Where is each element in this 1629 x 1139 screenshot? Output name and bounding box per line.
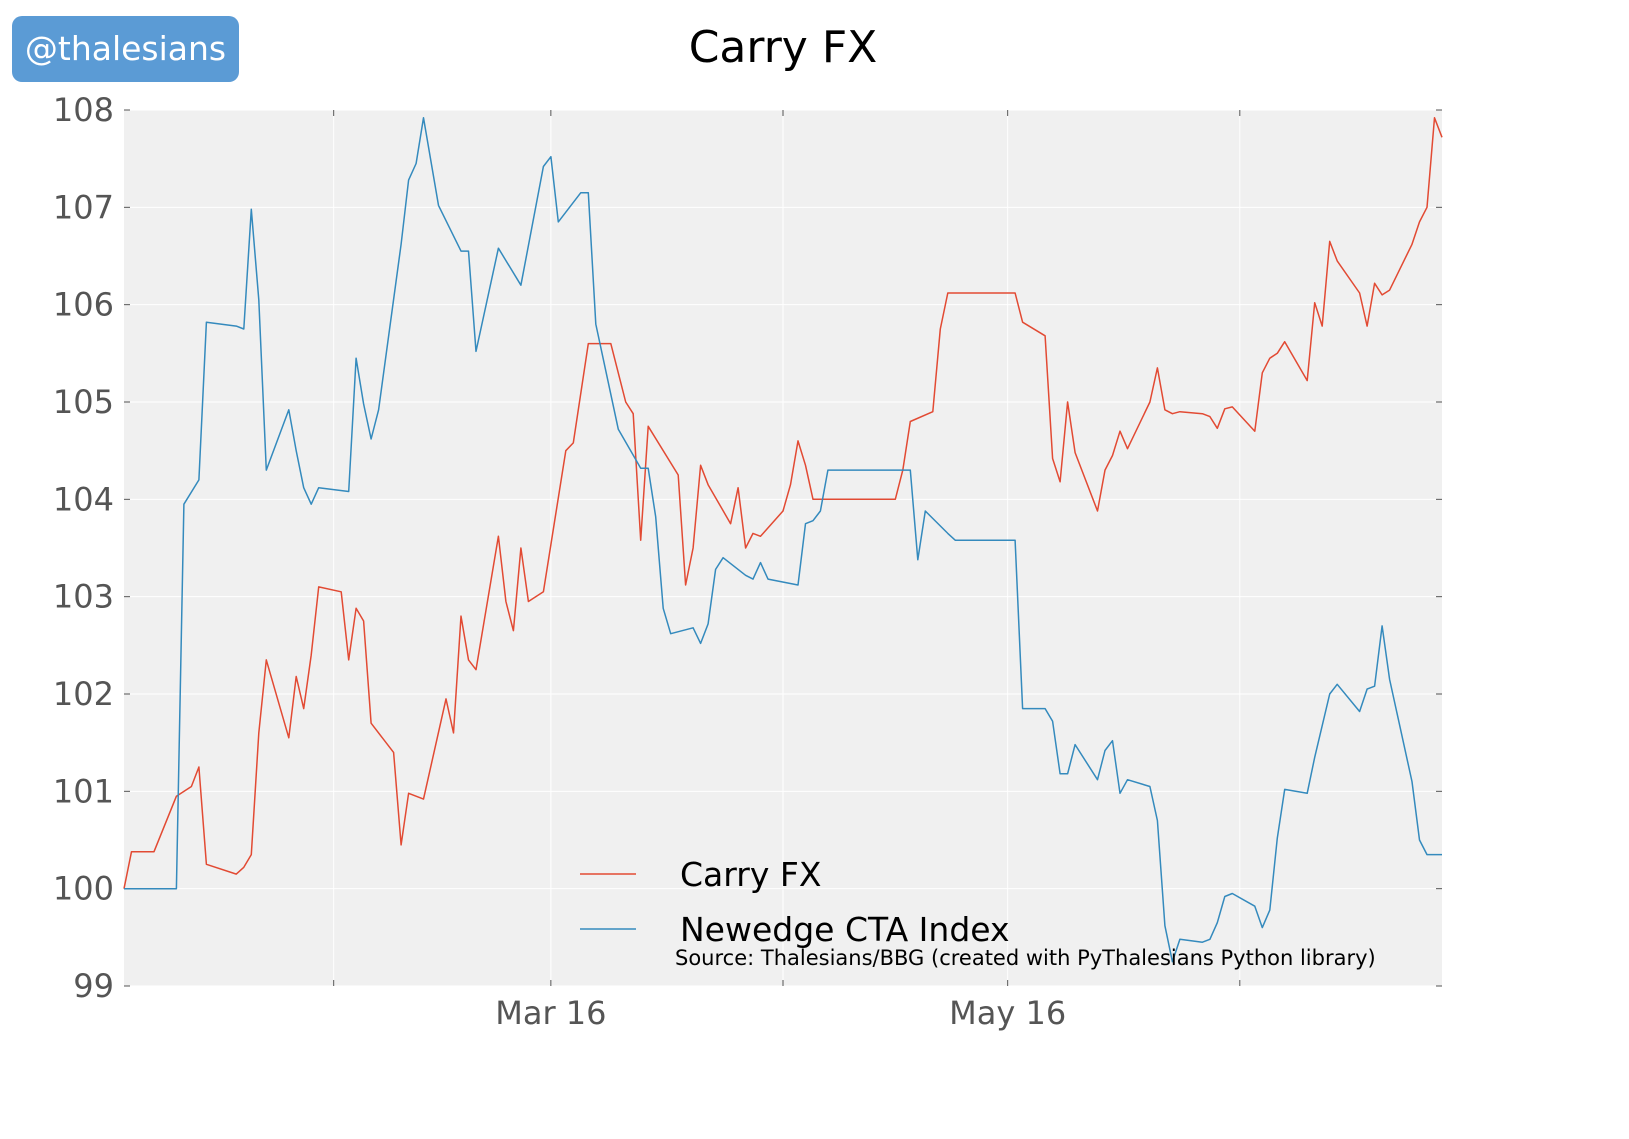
y-tick-label: 99: [73, 967, 114, 1005]
x-tick-label: Mar 16: [495, 994, 606, 1032]
chart-title: Carry FX: [689, 22, 878, 73]
y-tick-label: 106: [53, 286, 114, 324]
y-tick-label: 107: [53, 188, 114, 226]
y-tick-label: 108: [53, 91, 114, 129]
y-tick-labels: 99 100 101 102 103 104 105 106 107 108: [53, 91, 114, 1005]
series-line-newedge-cta-index: [124, 117, 1442, 963]
series-line-carry-fx: [123, 117, 1443, 889]
legend-label-carry-fx: Carry FX: [680, 855, 821, 894]
legend: Carry FX Newedge CTA Index: [580, 855, 1010, 949]
source-note: Source: Thalesians/BBG (created with PyT…: [675, 946, 1376, 970]
y-tick-label: 103: [53, 578, 114, 616]
axis-ticks: [124, 109, 1442, 987]
thalesians-badge: @thalesians: [12, 16, 239, 82]
series-lines: [123, 117, 1443, 963]
badge-label: @thalesians: [24, 29, 227, 68]
y-tick-label: 101: [53, 772, 114, 810]
legend-label-newedge-cta-index: Newedge CTA Index: [680, 910, 1010, 949]
y-tick-label: 102: [53, 675, 114, 713]
y-tick-label: 104: [53, 480, 114, 518]
grid-lines: [124, 109, 1442, 987]
x-tick-labels: Mar 16 May 16: [495, 994, 1066, 1032]
y-tick-label: 105: [53, 383, 114, 421]
x-tick-label: May 16: [949, 994, 1066, 1032]
y-tick-label: 100: [53, 870, 114, 908]
